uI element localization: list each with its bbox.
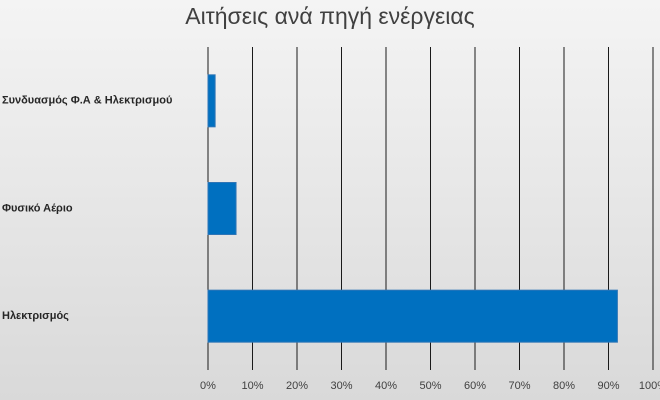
- x-tick-label: 80%: [553, 380, 575, 392]
- x-tick-label: 0%: [200, 380, 216, 392]
- x-tick-label: 20%: [286, 380, 308, 392]
- x-tick-label: 40%: [375, 380, 397, 392]
- bar: [207, 289, 618, 343]
- chart-title: Αιτήσεις ανά πηγή ενέργειας: [185, 3, 475, 29]
- y-tick-label: Φυσικό Αέριο: [2, 202, 73, 214]
- x-tick-label: 60%: [464, 380, 486, 392]
- y-tick-label: Συνδυασμός Φ.Α & Ηλεκτρισμού: [2, 95, 172, 107]
- bar: [207, 74, 216, 128]
- x-tick-label: 90%: [597, 380, 619, 392]
- x-tick-label: 10%: [241, 380, 263, 392]
- y-tick-label: Ηλεκτρισμός: [2, 310, 69, 322]
- x-tick-label: 100%: [639, 380, 660, 392]
- x-tick-label: 30%: [330, 380, 352, 392]
- bar: [207, 182, 237, 235]
- x-tick-label: 50%: [419, 380, 441, 392]
- x-tick-label: 70%: [508, 380, 530, 392]
